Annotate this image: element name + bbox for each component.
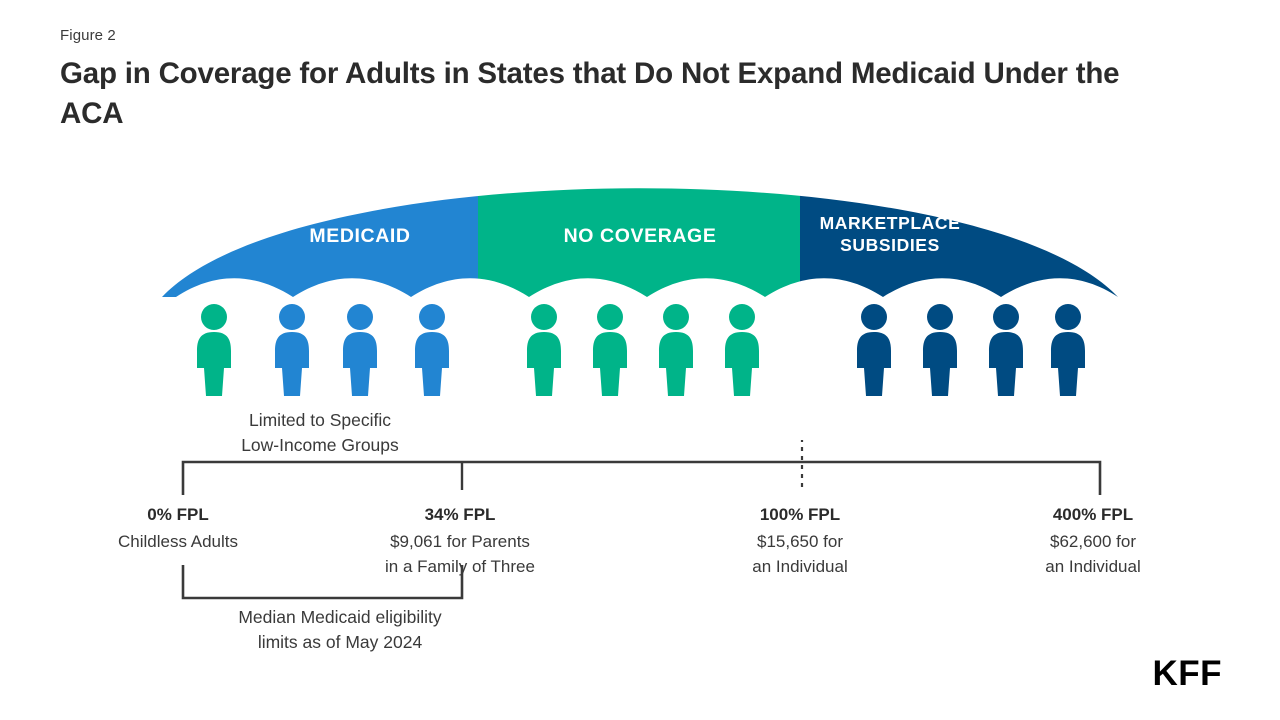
note-limited-line1: Limited to Specific [248, 410, 391, 430]
person-icon [343, 304, 377, 396]
band-label-medicaid: MEDICAID [309, 225, 411, 247]
person-icon [593, 304, 627, 396]
tick-desc-400-fpl-line1: $62,600 for [1049, 531, 1136, 551]
person-icon [197, 304, 231, 396]
band-label-marketplace-line2: SUBSIDIES [840, 234, 940, 255]
person-icon [923, 304, 957, 396]
person-icon [857, 304, 891, 396]
note-median-line1: Median Medicaid eligibility [238, 607, 442, 627]
person-icon [1051, 304, 1085, 396]
person-icon [725, 304, 759, 396]
tick-desc-100-fpl-line2: an Individual [752, 556, 848, 576]
tick-value-34-fpl: 34% FPL [424, 505, 496, 524]
axis-brackets [181, 440, 1102, 600]
full-range-bracket [181, 460, 1102, 495]
figure-number-label: Figure 2 [60, 27, 116, 44]
tick-label-34-fpl: 34% FPL $9,061 for Parents in a Family o… [360, 503, 560, 580]
band-label-marketplace: MARKETPLACE SUBSIDIES [790, 213, 990, 257]
tick-value-0-fpl: 0% FPL [147, 505, 209, 524]
tick-desc-0-fpl-line1: Childless Adults [117, 531, 238, 551]
tick-label-400-fpl: 400% FPL $62,600 for an Individual [993, 503, 1193, 580]
umbrella-band-no-coverage [478, 188, 800, 297]
kff-logo: KFF [1152, 654, 1222, 693]
note-limited-to-specific-groups: Limited to Specific Low-Income Groups [200, 408, 440, 459]
tick-desc-34-fpl-line1: $9,061 for Parents [390, 531, 530, 551]
tick-value-400-fpl: 400% FPL [1052, 505, 1134, 524]
tick-desc-400-fpl-line2: an Individual [1045, 556, 1141, 576]
person-icon [527, 304, 561, 396]
note-median-eligibility: Median Medicaid eligibility limits as of… [170, 605, 510, 656]
person-icon [275, 304, 309, 396]
tick-desc-34-fpl-line2: in a Family of Three [385, 556, 535, 576]
page-title: Gap in Coverage for Adults in States tha… [60, 57, 1120, 131]
tick-value-100-fpl: 100% FPL [759, 505, 841, 524]
note-limited-line2: Low-Income Groups [241, 435, 399, 456]
person-icon [659, 304, 693, 396]
person-icon [415, 304, 449, 396]
tick-label-100-fpl: 100% FPL $15,650 for an Individual [700, 503, 900, 580]
tick-label-0-fpl: 0% FPL Childless Adults [78, 503, 278, 555]
band-label-no-coverage: NO COVERAGE [563, 225, 717, 247]
person-icon [989, 304, 1023, 396]
note-median-line2: limits as of May 2024 [257, 632, 423, 653]
coverage-umbrella-graphic [162, 188, 1118, 297]
band-label-marketplace-line1: MARKETPLACE [819, 213, 961, 233]
median-eligibility-bracket [181, 565, 464, 600]
tick-desc-100-fpl-line1: $15,650 for [756, 531, 843, 551]
people-icon-row [197, 304, 1085, 396]
